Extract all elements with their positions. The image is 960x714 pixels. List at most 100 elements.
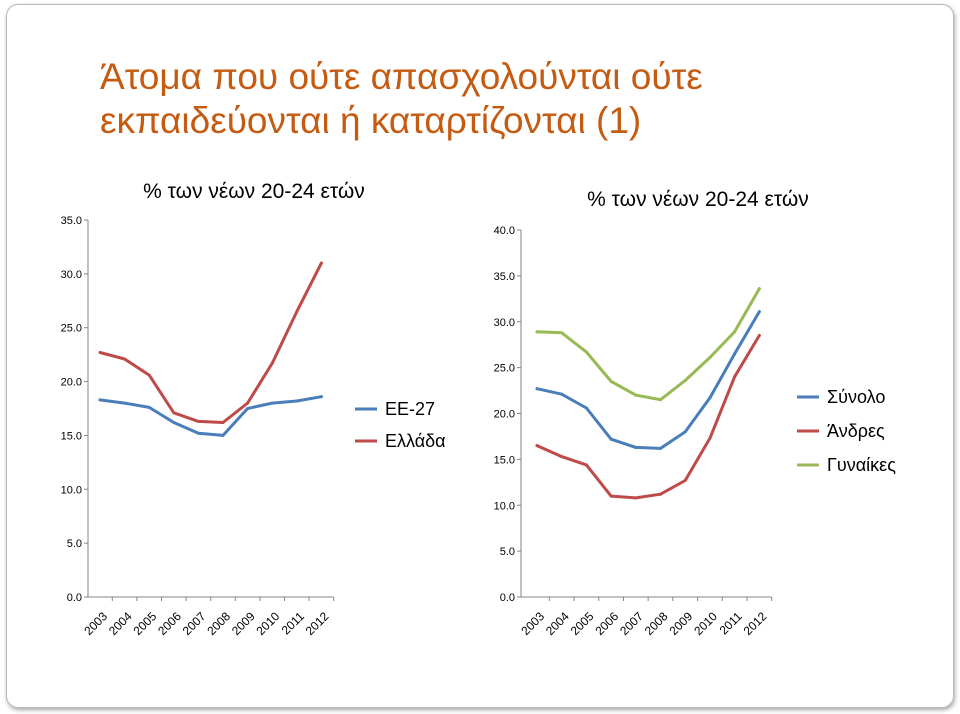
chart2-series-1-point	[535, 387, 539, 391]
chart1-y-tick-label: 5.0	[67, 538, 82, 550]
chart2-y-tick-label: 10.0	[494, 500, 515, 512]
chart1-x-tick-label: 2007	[180, 609, 209, 638]
chart2-series-line-2	[535, 334, 761, 500]
chart2-title: % των νέων 20-24 ετών	[587, 188, 809, 211]
chart1-series-1-point	[270, 401, 274, 405]
chart2-y-tick-label: 0.0	[500, 592, 515, 604]
chart2-y-tick-label: 35.0	[494, 271, 515, 283]
chart2-series-1-point	[634, 445, 638, 449]
chart1-series-2-point	[172, 411, 176, 415]
chart1-series-2-point	[270, 361, 274, 365]
chart2-y-tick-label: 20.0	[494, 409, 515, 421]
chart2-series-2-point	[659, 492, 662, 496]
chart2-series-1-point	[560, 392, 564, 396]
chart2-legend-label-1: Σύνολο	[827, 387, 885, 407]
chart1-series-1-point	[319, 395, 323, 399]
chart2-series-3-point	[683, 378, 687, 382]
chart1-series-2-point	[98, 350, 102, 354]
chart2-legend-label-3: Γυναίκες	[827, 455, 896, 475]
chart1-series-1-point	[196, 431, 200, 435]
chart2-y-tick-label: 30.0	[494, 317, 515, 329]
chart1-x-tick-label: 2005	[131, 609, 160, 638]
chart1-series-2-point	[221, 421, 225, 425]
chart1-x-tick-label: 2012	[303, 609, 332, 638]
chart1-series-1-point	[147, 405, 151, 409]
chart2-y-tick-label: 40.0	[494, 225, 515, 237]
chart1-y-tick-label: 35.0	[61, 215, 82, 227]
chart2-series-3-point	[634, 393, 638, 397]
chart2-series-3-point	[733, 330, 737, 334]
chart2-series-2-point	[708, 436, 712, 440]
chart1-series-1-point	[172, 421, 176, 425]
chart1-x-tick-label: 2011	[279, 609, 307, 637]
chart2-x-tick-label: 2011	[717, 609, 745, 637]
chart2-series-3-point	[535, 330, 539, 334]
chart2-series-3-point	[757, 287, 761, 291]
chart2-series-3-point	[584, 350, 588, 354]
chart2-series-line-3	[535, 287, 761, 402]
chart1-series-2-point	[295, 310, 299, 314]
chart2-series-2-point	[683, 478, 687, 482]
chart2-series-1-point	[683, 430, 687, 434]
chart1-x-tick-label: 2008	[204, 609, 233, 638]
chart2-series-3-point	[560, 331, 564, 335]
chart1-series-1-point	[246, 407, 250, 410]
chart2-x-tick-label: 2012	[741, 609, 770, 638]
chart2-series-1-point	[757, 310, 761, 314]
chart1-series-line-1	[98, 395, 323, 437]
chart1-x-tick-label: 2010	[254, 609, 283, 638]
chart1-series-2-point	[123, 357, 127, 361]
chart1-title: % των νέων 20-24 ετών	[143, 180, 365, 203]
chart2-y-tick-label: 5.0	[500, 546, 515, 558]
chart2-series-2-point	[535, 444, 539, 448]
chart1-series-1-point	[295, 399, 299, 403]
chart1-series-2-point	[147, 373, 151, 377]
chart1-x-tick-label: 2006	[155, 609, 184, 638]
chart1-series-1-point	[98, 398, 102, 402]
chart1-series-2-point	[196, 419, 200, 423]
chart2-y-tick-label: 25.0	[494, 363, 515, 375]
chart2-series-3-point	[659, 398, 662, 402]
chart1-y-tick-label: 10.0	[61, 484, 82, 496]
slide-frame	[6, 4, 954, 708]
chart1-x-tick-label: 2003	[81, 609, 110, 638]
chart2-series-2-point	[733, 375, 737, 379]
chart2-x-tick-label: 2008	[642, 609, 671, 638]
chart1-series-1-point	[123, 401, 127, 405]
chart2-x-tick-label: 2005	[568, 609, 597, 638]
chart2-series-2-point	[609, 494, 613, 498]
chart1-legend-label-2: Ελλάδα	[385, 431, 446, 451]
chart1-y-tick-label: 25.0	[61, 323, 82, 335]
chart2-series-1-point	[609, 437, 613, 441]
chart1-series-2-point	[246, 401, 250, 405]
chart2-legend-label-2: Άνδρες	[827, 421, 885, 441]
chart1-y-tick-label: 0.0	[67, 592, 82, 604]
chart1-series-2-point	[319, 261, 323, 265]
chart2-series-line-1	[535, 310, 761, 450]
chart2-series-1-point	[584, 406, 588, 410]
chart2-series-2-point	[634, 496, 638, 500]
chart1-x-tick-label: 2004	[106, 609, 135, 638]
chart2-y-tick-label: 15.0	[494, 454, 515, 466]
chart2-x-tick-label: 2010	[691, 609, 720, 638]
chart1-series-line-2	[98, 261, 323, 424]
title-line-1: Άτομα που ούτε απασχολούνται ούτε	[100, 56, 703, 97]
chart1-y-tick-label: 20.0	[61, 377, 82, 389]
chart1-legend-label-1: ΕΕ-27	[385, 399, 435, 419]
chart2-series-1-point	[708, 396, 712, 400]
chart2-x-tick-label: 2003	[518, 609, 547, 638]
chart2-series-3-point	[708, 356, 712, 360]
chart2-series-1-point	[733, 352, 737, 356]
chart1-x-tick-label: 2009	[229, 609, 258, 638]
chart2-series-2-point	[584, 463, 588, 467]
chart2-series-2-point	[757, 334, 761, 338]
chart1-y-tick-label: 30.0	[61, 269, 82, 281]
chart1-y-tick-label: 15.0	[61, 430, 82, 442]
chart2-x-tick-label: 2004	[543, 609, 572, 638]
chart1-series-1-point	[221, 433, 225, 437]
chart2-series-1-point	[659, 446, 662, 450]
chart2-x-tick-label: 2009	[667, 609, 696, 638]
slide-title: Άτομα που ούτε απασχολούνται ούτε εκπαιδ…	[100, 55, 740, 143]
chart2-series-2-point	[560, 455, 564, 459]
